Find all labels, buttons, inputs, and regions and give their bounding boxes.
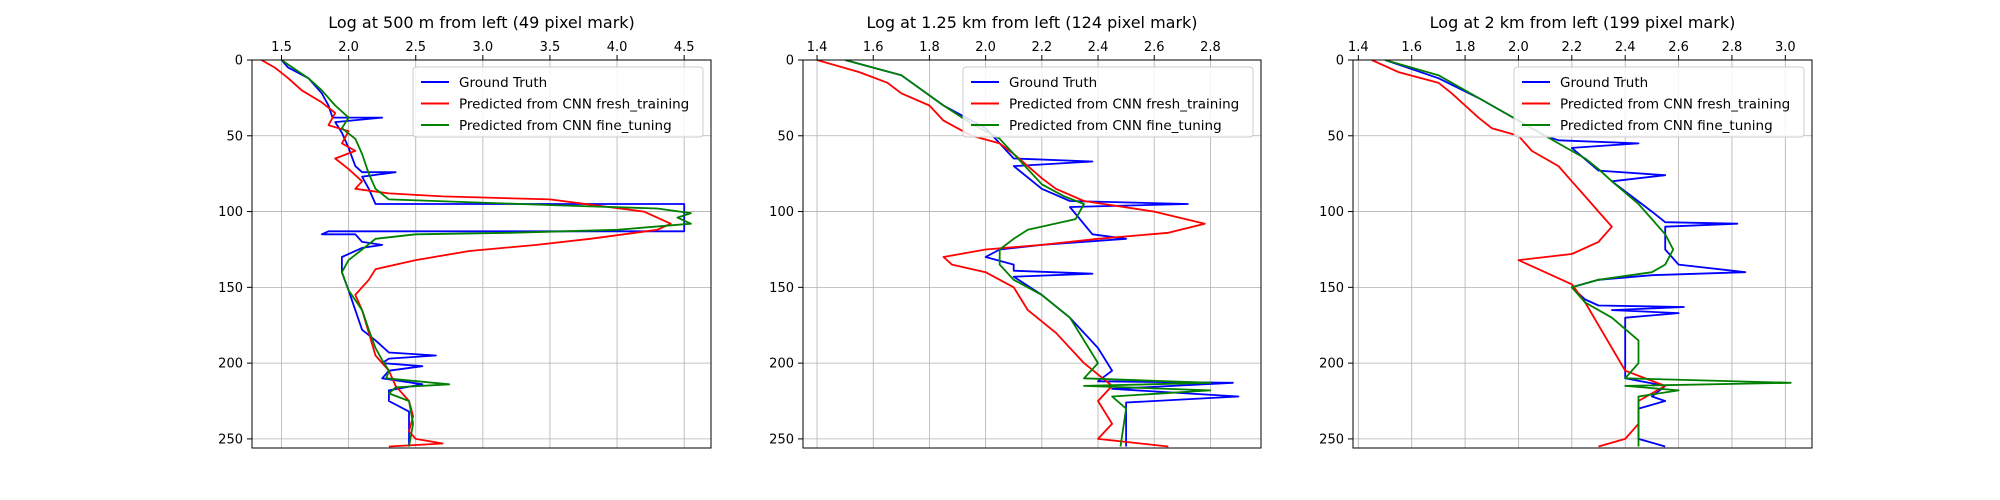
y-tick-label: 150 (1319, 281, 1344, 296)
series-line-1 (1384, 60, 1747, 448)
y-tick-label: 50 (777, 129, 794, 144)
plot-frame (251, 59, 712, 449)
x-tick-label: 1.4 (1348, 40, 1369, 55)
y-tick-label: 100 (769, 205, 794, 220)
legend-label: Ground Truth (1009, 75, 1097, 91)
charts-root: 1.5 2.0 2.5 3.0 3.5 4.0 4.5 0 50 100 150 200 250 Log … (218, 13, 1813, 449)
y-tick-label: 50 (1327, 129, 1344, 144)
chart-panel-1: 1.5 2.0 2.5 3.0 3.5 4.0 4.5 0 50 100 150 200 250 Log … (218, 13, 712, 449)
x-tick-label: 2.4 (1088, 40, 1109, 55)
x-tick-label: 1.6 (863, 40, 884, 55)
x-tick-label: 2.2 (1031, 40, 1052, 55)
series-line-2 (816, 60, 1206, 448)
y-tick-label: 200 (218, 357, 243, 372)
plot-frame (802, 59, 1262, 449)
y-tick-label: 0 (235, 54, 243, 69)
legend-box (1513, 66, 1805, 138)
x-tick-label: 2.8 (1200, 40, 1221, 55)
x-tick-label: 1.8 (919, 40, 940, 55)
legend-label: Predicted from CNN fine_tuning (459, 118, 672, 134)
legend-label: Ground Truth (1560, 75, 1648, 91)
x-tick-label: 2.5 (405, 40, 426, 55)
x-tick-label: 3.0 (472, 40, 493, 55)
legend-label: Predicted from CNN fine_tuning (1560, 118, 1773, 134)
legend: Ground Truth Predicted from CNN fresh_tra… (962, 66, 1254, 138)
legend-box (412, 66, 704, 138)
x-tick-label: 2.0 (1508, 40, 1529, 55)
y-tick-label: 100 (218, 205, 243, 220)
y-tick-label: 0 (1336, 54, 1344, 69)
y-tick-label: 50 (226, 129, 243, 144)
legend-label: Ground Truth (459, 75, 547, 91)
x-tick-label: 2.2 (1561, 40, 1582, 55)
legend-label: Predicted from CNN fine_tuning (1009, 118, 1222, 134)
chart-title: Log at 500 m from left (49 pixel mark) (328, 13, 635, 32)
series-line-3 (844, 60, 1212, 447)
y-tick-label: 200 (1319, 357, 1344, 372)
x-tick-label: 2.4 (1615, 40, 1636, 55)
plot-frame (1352, 59, 1813, 449)
x-tick-label: 4.0 (607, 40, 628, 55)
chart-title: Log at 1.25 km from left (124 pixel mark… (866, 13, 1197, 32)
legend-label: Predicted from CNN fresh_training (1009, 97, 1239, 113)
x-tick-label: 4.5 (674, 40, 695, 55)
y-tick-label: 150 (218, 281, 243, 296)
legend-label: Predicted from CNN fresh_training (459, 97, 689, 113)
y-tick-label: 0 (786, 54, 794, 69)
legend: Ground Truth Predicted from CNN fresh_tra… (1513, 66, 1805, 138)
x-tick-label: 3.0 (1775, 40, 1796, 55)
y-tick-label: 150 (769, 281, 794, 296)
x-tick-label: 1.4 (807, 40, 828, 55)
x-tick-label: 1.5 (271, 40, 292, 55)
series-line-3 (280, 60, 692, 447)
y-tick-label: 250 (769, 432, 794, 447)
chart-panel-3: 1.4 1.6 1.8 2.0 2.2 2.4 2.6 2.8 3.0 0 50 100 150 200 2… (1319, 13, 1813, 449)
x-tick-label: 2.8 (1722, 40, 1743, 55)
legend: Ground Truth Predicted from CNN fresh_tra… (412, 66, 704, 138)
y-tick-label: 250 (218, 432, 243, 447)
legend-label: Predicted from CNN fresh_training (1560, 97, 1790, 113)
x-tick-label: 2.0 (338, 40, 359, 55)
x-tick-label: 3.5 (540, 40, 561, 55)
y-tick-label: 200 (769, 357, 794, 372)
y-tick-label: 100 (1319, 205, 1344, 220)
x-tick-label: 1.6 (1401, 40, 1422, 55)
x-tick-label: 1.8 (1455, 40, 1476, 55)
series-line-1 (280, 60, 686, 447)
x-tick-label: 2.0 (975, 40, 996, 55)
legend-box (962, 66, 1254, 138)
y-tick-label: 250 (1319, 432, 1344, 447)
chart-panel-2: 1.4 1.6 1.8 2.0 2.2 2.4 2.6 2.8 0 50 100 150 200 250 L… (769, 13, 1262, 449)
x-tick-label: 2.6 (1668, 40, 1689, 55)
x-tick-label: 2.6 (1144, 40, 1165, 55)
chart-title: Log at 2 km from left (199 pixel mark) (1430, 13, 1736, 32)
